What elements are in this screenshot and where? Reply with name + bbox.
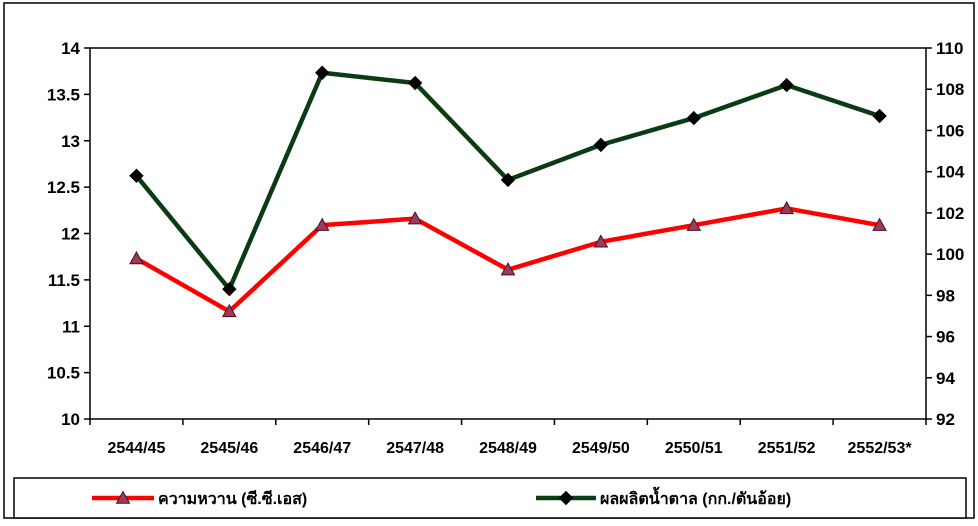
- right-tick-label: 102: [936, 204, 964, 223]
- x-tick-label: 2549/50: [572, 440, 630, 457]
- left-tick-label: 10.5: [47, 364, 80, 383]
- series-point-1: [315, 65, 330, 80]
- series-point-1: [779, 77, 794, 93]
- legend: ความหวาน (ซี.ซี.เอส) ผลผลิตน้ำตาล (กก./ตั…: [92, 486, 791, 508]
- right-axis: 92 94 96 98 100 102 104 106 108 110: [926, 39, 965, 429]
- right-tick-label: 108: [936, 80, 964, 99]
- x-tick-label: 2551/52: [758, 440, 816, 457]
- left-axis: 10 10.5 11 11.5 12 12.5 13 13.5 14: [47, 39, 90, 429]
- series-point-1: [407, 75, 423, 91]
- left-tick-label: 10: [61, 410, 80, 429]
- series-point-1: [872, 108, 887, 124]
- series-point-0: [129, 251, 144, 265]
- series-point-0: [593, 234, 609, 248]
- series-point-1: [686, 110, 701, 126]
- x-tick-label: 2552/53*: [848, 440, 913, 457]
- series-point-0: [686, 217, 702, 231]
- series-point-1: [222, 281, 237, 297]
- left-tick-label: 11: [62, 317, 80, 336]
- x-axis: 2544/45 2545/46 2546/47 2547/48 2548/49 2549/…: [89, 419, 927, 457]
- right-tick-label: 96: [936, 328, 955, 347]
- left-tick-label: 13.5: [47, 85, 80, 104]
- right-tick-label: 104: [936, 163, 965, 182]
- x-tick-label: 2545/46: [200, 440, 258, 457]
- left-tick-label: 12: [61, 225, 80, 244]
- right-tick-label: 92: [936, 410, 955, 429]
- legend-label-0: ความหวาน (ซี.ซี.เอส): [158, 489, 307, 508]
- left-tick-label: 11.5: [48, 271, 80, 290]
- legend-marker-1: [558, 490, 574, 506]
- series-point-0: [407, 211, 423, 225]
- right-tick-label: 100: [936, 245, 964, 264]
- series-layer: [129, 65, 887, 318]
- right-tick-label: 106: [936, 121, 964, 140]
- series-point-0: [500, 262, 516, 276]
- x-tick-label: 2548/49: [479, 440, 537, 457]
- x-tick-label: 2544/45: [108, 440, 166, 457]
- series-point-1: [500, 172, 516, 188]
- x-tick-label: 2546/47: [293, 440, 351, 457]
- legend-marker-0: [115, 490, 131, 504]
- series-point-0: [314, 217, 330, 231]
- plot-area: [89, 47, 927, 420]
- series-point-1: [129, 168, 144, 183]
- x-tick-label: 2547/48: [386, 440, 444, 457]
- series-point-0: [221, 303, 237, 318]
- series-point-1: [593, 137, 609, 153]
- series-point-0: [779, 200, 795, 215]
- right-tick-label: 110: [936, 39, 963, 58]
- right-tick-label: 94: [936, 369, 955, 388]
- legend-box: [13, 477, 967, 519]
- left-tick-label: 13: [61, 132, 80, 151]
- series-point-0: [872, 217, 887, 231]
- legend-label-1: ผลผลิตน้ำตาล (กก./ตันอ้อย): [600, 486, 791, 508]
- right-tick-label: 98: [936, 286, 955, 305]
- left-tick-label: 14: [61, 39, 80, 58]
- x-tick-label: 2550/51: [665, 440, 723, 457]
- left-tick-label: 12.5: [47, 178, 80, 197]
